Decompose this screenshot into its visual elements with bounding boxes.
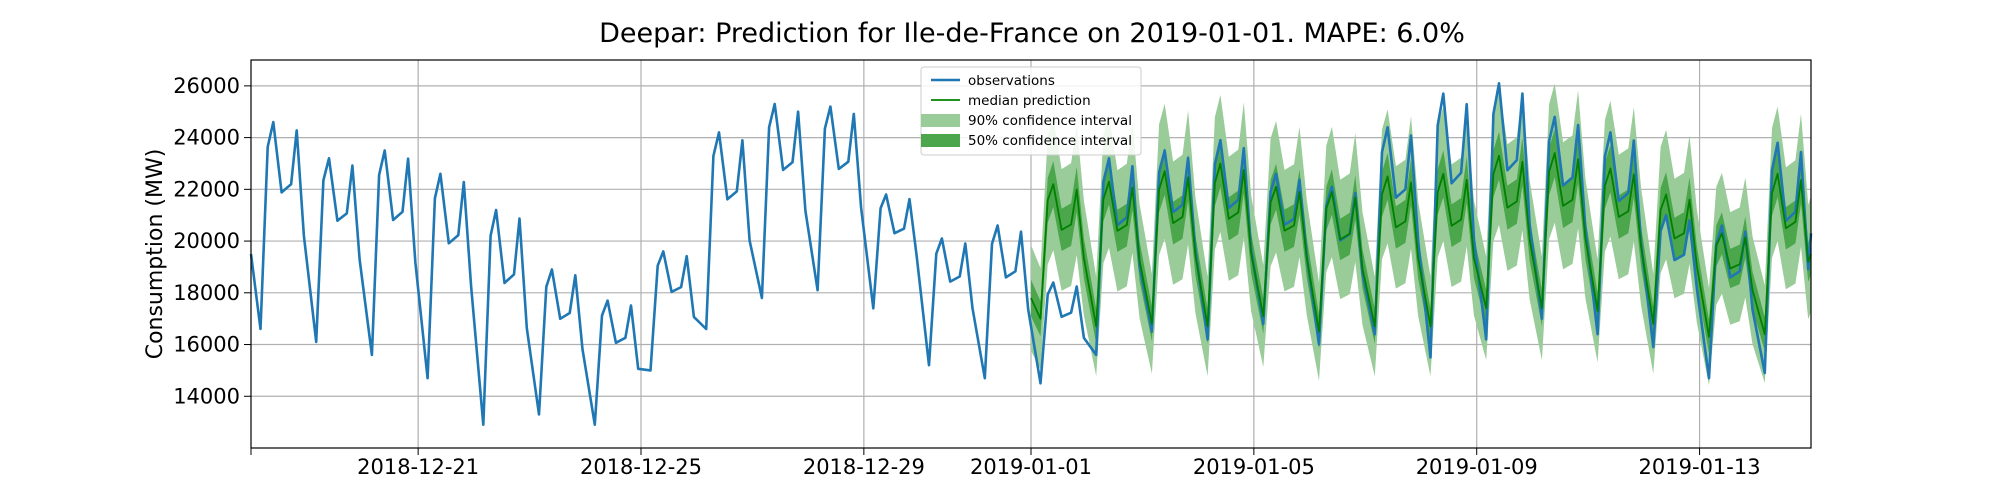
legend-ci90-swatch [921,114,960,127]
legend-ci50-swatch [921,134,960,147]
series-line-layer [249,82,1813,426]
y-tick-label: 22000 [173,177,240,201]
y-tick-label: 18000 [173,281,240,305]
y-tick-label: 14000 [173,384,240,408]
x-tick-label: 2019-01-09 [1416,455,1538,479]
chart-title: Deepar: Prediction for Ile-de-France on … [599,18,1465,49]
x-tick-label: 2019-01-13 [1639,455,1761,479]
x-tick-label: 2018-12-29 [803,455,925,479]
legend-observations-label: observations [968,73,1055,89]
y-axis-ticks: 14000 16000 18000 20000 22000 24000 26000 [173,74,251,408]
median-prediction-line [1030,152,1812,338]
legend-ci90-label: 90% confidence interval [968,113,1132,129]
ci90-band [1031,83,1811,386]
observations-line [249,82,1813,426]
legend-frame [920,66,1142,156]
ci90-band-layer [1031,83,1811,386]
legend-ci50-label: 50% confidence interval [968,133,1132,149]
legend-median-label: median prediction [968,93,1091,109]
x-axis-ticks: 2018-12-21 2018-12-25 2018-12-29 2019-01-01… [250,448,1761,479]
y-tick-label: 16000 [173,333,240,357]
x-tick-label: 2019-01-01 [970,455,1092,479]
x-tick-label: 2018-12-21 [357,455,479,479]
y-tick-label: 26000 [173,74,240,98]
x-tick-label: 2018-12-25 [580,455,702,479]
y-axis-label: Consumption (MW) [143,149,168,360]
y-tick-label: 24000 [173,126,240,150]
x-tick-label: 2019-01-05 [1193,455,1315,479]
legend: observations median prediction 90% confi… [920,66,1142,156]
y-tick-label: 20000 [173,229,240,253]
